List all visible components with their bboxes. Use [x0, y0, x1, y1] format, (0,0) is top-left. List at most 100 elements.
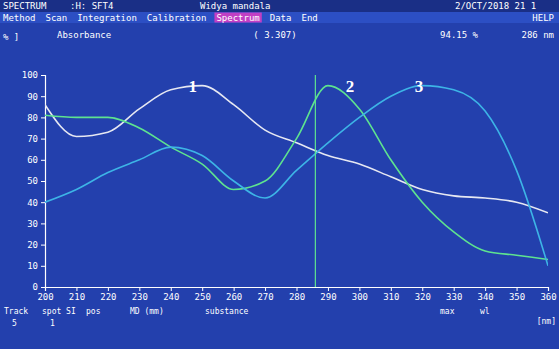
x-axis: 2002102202302402502602702802903003103203… [37, 287, 556, 302]
x-axis-tick-mark [328, 287, 329, 291]
x-axis-tick-mark [391, 287, 392, 291]
x-axis-tick-label: 220 [100, 292, 116, 302]
y-axis-tick-label: 70 [27, 134, 38, 144]
x-axis-tick-label: 200 [37, 292, 53, 302]
y-axis-tick: 20 [27, 240, 45, 250]
footer-label: wl [480, 307, 490, 316]
menu-item[interactable]: Spectrum [214, 13, 261, 23]
x-axis-tick-label: 350 [509, 292, 525, 302]
footer-label: MD (mm) [130, 307, 164, 316]
footer-label: substance [205, 307, 249, 316]
y-axis-tick: 40 [27, 198, 45, 208]
y-axis-tick: 0 [33, 282, 45, 292]
x-axis-tick-mark [234, 287, 235, 291]
x-axis-tick: 250 [195, 287, 211, 302]
y-axis-tick-mark [41, 181, 45, 182]
menu-item[interactable]: Integration [77, 13, 137, 23]
menu-item[interactable]: Data [270, 13, 292, 23]
x-axis-tick: 350 [509, 287, 525, 302]
y-axis-tick-mark [41, 160, 45, 161]
y-axis-tick-mark [41, 245, 45, 246]
help-label[interactable]: HELP [532, 13, 554, 23]
x-axis-tick: 240 [163, 287, 179, 302]
menu-label[interactable]: Data [270, 13, 292, 23]
x-axis-tick-mark [108, 287, 109, 291]
x-axis-tick-label: 360 [540, 292, 556, 302]
y-axis-tick-label: 30 [27, 219, 38, 229]
y-axis-tick: 10 [27, 261, 45, 271]
x-axis-tick: 310 [383, 287, 399, 302]
x-axis-tick: 210 [69, 287, 85, 302]
y-axis-tick: 90 [27, 92, 45, 102]
menu-item[interactable]: Calibration [147, 13, 207, 23]
x-axis-label: [nm] [537, 317, 556, 326]
menu-item[interactable]: End [301, 13, 317, 23]
y-axis-tick-label: 90 [27, 92, 38, 102]
curve-number: 3 [415, 77, 424, 96]
x-axis-tick-label: 240 [163, 292, 179, 302]
menu-highlight [214, 13, 261, 23]
y-axis-tick-mark [41, 202, 45, 203]
x-axis-tick-mark [265, 287, 266, 291]
x-axis-tick-mark [297, 287, 298, 291]
footer-label: spot SI [42, 307, 76, 316]
menu-label[interactable]: Scan [46, 13, 68, 23]
x-axis-tick-mark [548, 287, 549, 291]
y-axis-tick-label: 20 [27, 240, 38, 250]
y-axis-tick-label: 80 [27, 113, 38, 123]
menu-label[interactable]: Method [3, 13, 36, 23]
menu-label[interactable]: Integration [77, 13, 137, 23]
x-axis-tick: 340 [477, 287, 493, 302]
cursor-x-readout: 286 nm [521, 30, 554, 40]
menu-label[interactable]: Spectrum [216, 13, 259, 23]
y-axis-tick-mark [41, 117, 45, 118]
x-axis-tick-label: 340 [477, 292, 493, 302]
curve-number: 2 [346, 77, 355, 96]
y-axis-label: % ] [3, 32, 19, 42]
x-axis-tick: 300 [352, 287, 368, 302]
y-axis-tick-mark [41, 96, 45, 97]
y-axis-tick-label: 0 [33, 282, 38, 292]
y-axis-tick-label: 10 [27, 261, 38, 271]
y-axis: 0 10 20 30 40 50 60 70 80 90 100 [22, 70, 46, 292]
y-axis-tick: 60 [27, 155, 45, 165]
x-axis-tick-label: 250 [195, 292, 211, 302]
cursor-y-readout: 94.15 % [440, 30, 479, 40]
x-axis-tick: 200 [37, 287, 53, 302]
x-axis-tick-label: 310 [383, 292, 399, 302]
footer-label: max [440, 307, 455, 316]
menu-item[interactable]: Method [3, 13, 36, 23]
x-axis-tick-mark [517, 287, 518, 291]
spectrum-line [45, 86, 548, 260]
x-axis-tick-label: 230 [132, 292, 148, 302]
y-axis-tick: 30 [27, 219, 45, 229]
x-axis-tick-mark [359, 287, 360, 291]
menu-item[interactable]: Scan [46, 13, 68, 23]
cursor-value: ( 3.307) [253, 30, 296, 40]
menu-label[interactable]: End [301, 13, 317, 23]
x-axis-tick: 330 [446, 287, 462, 302]
x-axis-tick: 220 [100, 287, 116, 302]
x-axis-tick: 320 [415, 287, 431, 302]
footer-value: 5 [12, 319, 17, 328]
y-axis-tick-mark [41, 287, 45, 288]
header-text: Widya mandala [200, 1, 270, 11]
menu-bar [0, 12, 559, 23]
background [0, 0, 559, 349]
menu-label[interactable]: Calibration [147, 13, 207, 23]
x-axis-line [46, 288, 549, 292]
y-axis-tick-mark [41, 266, 45, 267]
spectrum-line [45, 86, 548, 213]
y-axis-tick: 50 [27, 176, 45, 186]
header-text: :H: SFT4 [70, 1, 113, 11]
y-axis-tick: 100 [22, 70, 45, 80]
x-axis-tick: 360 [540, 287, 556, 302]
x-axis-tick-label: 290 [320, 292, 336, 302]
x-axis-tick: 260 [226, 287, 242, 302]
spectrum-line [45, 86, 548, 266]
x-axis-tick-mark [454, 287, 455, 291]
header-text: SPECTRUM [3, 1, 47, 11]
plot-area [45, 75, 548, 287]
x-axis-tick-label: 210 [69, 292, 85, 302]
y-axis-tick-label: 40 [27, 198, 38, 208]
